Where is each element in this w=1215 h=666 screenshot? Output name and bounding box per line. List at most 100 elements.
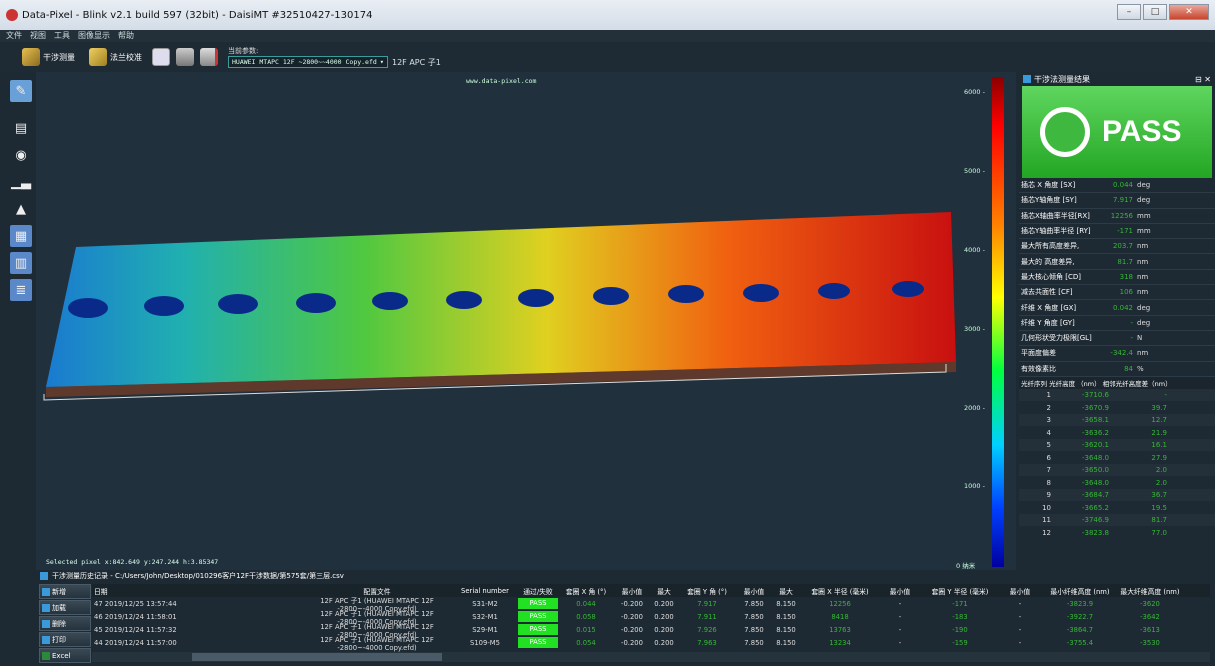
table-cell: 7.911 (697, 612, 717, 621)
column-header[interactable]: 配置文件 (363, 587, 391, 596)
table-cell: 12F APC 子1 (HUAWEI MTAPC 12F -2800~-4000… (320, 609, 434, 626)
table-cell: -171 (952, 599, 968, 608)
menu-tools[interactable]: 工具 (54, 31, 70, 40)
parameter-row: 插芯Y轴曲率半径 [RY] -171 mm (1019, 224, 1215, 240)
column-header[interactable]: 最小值 (743, 587, 765, 596)
history-buttons: 新增 加载 删除 打印 Excel (39, 584, 91, 663)
delete-icon (42, 619, 50, 628)
grid-icon[interactable]: ▥ (10, 252, 32, 274)
fiber-index: 1 (1046, 391, 1051, 400)
fiber-row[interactable]: 12 -3823.8 77.0 (1019, 526, 1215, 539)
calibrate-button[interactable]: 法兰校准 (85, 46, 146, 68)
fiber-row[interactable]: 3 -3658.1 12.7 (1019, 413, 1215, 427)
stack-icon[interactable]: ≣ (10, 279, 32, 301)
print-button[interactable]: 打印 (39, 632, 91, 647)
fiber-height-diff: 39.7 (1151, 403, 1167, 412)
history-scrollbar[interactable] (92, 652, 1210, 662)
history-header-row: 日期 配置文件 Serial number 通过/失败 套圈 X 角 (°) 最小值 最大 套… (92, 584, 1210, 597)
fiber-height-diff: 2.0 (1155, 466, 1167, 475)
delete-button[interactable]: 删除 (39, 616, 91, 631)
result-panel-header: 干涉法测量结果 ⊟ ✕ (1019, 72, 1215, 86)
column-header[interactable]: 最小纤维高度 (nm) (1050, 587, 1110, 596)
column-header[interactable]: Serial number (461, 586, 509, 595)
disc-icon[interactable]: ◉ (15, 147, 27, 163)
table-row[interactable]: 47 2019/12/25 13:57:44 12F APC 子1 (HUAWEI… (92, 597, 1210, 613)
fiber-height-diff: 16.1 (1151, 441, 1167, 450)
column-header[interactable]: 最大纤维高度 (nm) (1120, 587, 1180, 596)
fiber-height-diff: - (1164, 391, 1167, 400)
menu-view[interactable]: 视图 (30, 31, 46, 40)
menu-help[interactable]: 帮助 (118, 31, 134, 40)
parameter-name: 最大的 高度差异, (1021, 257, 1075, 266)
parameter-value: -171 (1117, 227, 1133, 236)
fiber-row[interactable]: 2 -3670.9 39.7 (1019, 401, 1215, 414)
table-cell: 8.150 (776, 599, 796, 608)
fiber-row[interactable]: 10 -3665.2 19.5 (1019, 501, 1215, 514)
inspect-icon[interactable] (152, 48, 170, 66)
fiber-hole (892, 281, 924, 297)
fiber-hole (593, 287, 629, 305)
fiber-row[interactable]: 4 -3636.2 21.9 (1019, 426, 1215, 439)
param-suffix: 12F APC 子1 (392, 57, 441, 67)
warning-icon[interactable]: ▲ (16, 201, 26, 217)
close-button[interactable]: ✕ (1169, 4, 1209, 20)
fiber-row[interactable]: 5 -3620.1 16.1 (1019, 438, 1215, 452)
history-panel: 干涉测量历史记录 - C:/Users/John/Desktop/010296客… (36, 570, 1215, 666)
export-icon[interactable] (200, 48, 218, 66)
column-header[interactable]: 最小值 (1009, 587, 1031, 596)
fiber-hole (372, 292, 408, 310)
report-icon[interactable] (176, 48, 194, 66)
column-header[interactable]: 最小值 (621, 587, 643, 596)
parameter-unit: nm (1137, 257, 1149, 266)
column-header[interactable]: 日期 (94, 587, 108, 596)
load-icon (42, 603, 50, 612)
fiber-row[interactable]: 8 -3648.0 2.0 (1019, 476, 1215, 489)
column-header[interactable]: 通过/失败 (523, 587, 553, 596)
table-row[interactable]: 46 2019/12/24 11:58:01 12F APC 子1 (HUAWEI… (92, 609, 1210, 626)
maximize-button[interactable]: □ (1143, 4, 1167, 20)
add-button[interactable]: 新增 (39, 584, 91, 599)
parameter-row: 插芯 X 角度 [SX] 0.044 deg (1019, 178, 1215, 194)
param-select[interactable]: HUAWEI MTAPC 12F ~2800~~4000 Copy.efd (228, 56, 388, 68)
fiber-row[interactable]: 7 -3650.0 2.0 (1019, 463, 1215, 477)
column-header[interactable]: 套圈 X 半径 (毫米) (811, 587, 869, 596)
parameter-row: 插芯X轴曲率半径[RX] 12256 mm (1019, 209, 1215, 224)
title-bar: Data-Pixel - Blink v2.1 build 597 (32bit… (0, 0, 1215, 30)
parameter-value: 7.917 (1112, 196, 1133, 205)
3d-viewport[interactable]: www.data-pixel.com 6000 - 5 (36, 72, 1016, 570)
load-button[interactable]: 加载 (39, 600, 91, 615)
measure-button[interactable]: 干涉测量 (18, 46, 79, 68)
chart-icon[interactable]: ▁▃ (11, 174, 31, 190)
column-header[interactable]: 套圈 X 角 (°) (565, 587, 607, 596)
document-icon[interactable]: ▤ (14, 120, 28, 136)
panel-controls-icon[interactable]: ⊟ ✕ (1195, 74, 1211, 84)
parameter-unit: mm (1137, 227, 1151, 236)
fiber-row[interactable]: 9 -3684.7 36.7 (1019, 488, 1215, 502)
fiber-index: 7 (1046, 466, 1051, 475)
parameter-value: - (1130, 334, 1133, 343)
excel-button[interactable]: Excel (39, 648, 91, 663)
fiber-row[interactable]: 11 -3746.9 81.7 (1019, 513, 1215, 527)
menu-image[interactable]: 图像显示 (78, 31, 110, 40)
watermark-url: www.data-pixel.com (466, 77, 537, 85)
menu-file[interactable]: 文件 (6, 31, 22, 40)
minimize-button[interactable]: – (1117, 4, 1141, 20)
table-cell: - (898, 599, 902, 608)
fiber-index: 2 (1046, 403, 1051, 412)
table-cell: -159 (952, 638, 968, 647)
edit-icon[interactable]: ✎ (10, 80, 32, 102)
table-row[interactable]: 45 2019/12/24 11:57:32 12F APC 子1 (HUAWEI… (92, 623, 1210, 639)
column-header[interactable]: 套圈 Y 角 (°) (687, 587, 727, 596)
table-cell: -183 (952, 612, 968, 621)
column-header[interactable]: 最小值 (889, 587, 911, 596)
fiber-row[interactable]: 1 -3710.6 - (1019, 388, 1215, 402)
column-header[interactable]: 套圈 Y 半径 (毫米) (931, 587, 989, 596)
fiber-row[interactable]: 6 -3648.0 27.9 (1019, 451, 1215, 464)
layers-icon[interactable]: ▦ (10, 225, 32, 247)
column-header[interactable]: 最大 (779, 587, 793, 596)
column-header[interactable]: 最大 (657, 587, 671, 596)
window-title: Data-Pixel - Blink v2.1 build 597 (32bit… (22, 9, 373, 21)
scrollbar-thumb[interactable] (192, 653, 442, 661)
table-row[interactable]: 44 2019/12/24 11:57:00 12F APC 子1 (HUAWEI… (92, 636, 1210, 652)
colorbar-tick: 0 纳米 (956, 562, 976, 570)
